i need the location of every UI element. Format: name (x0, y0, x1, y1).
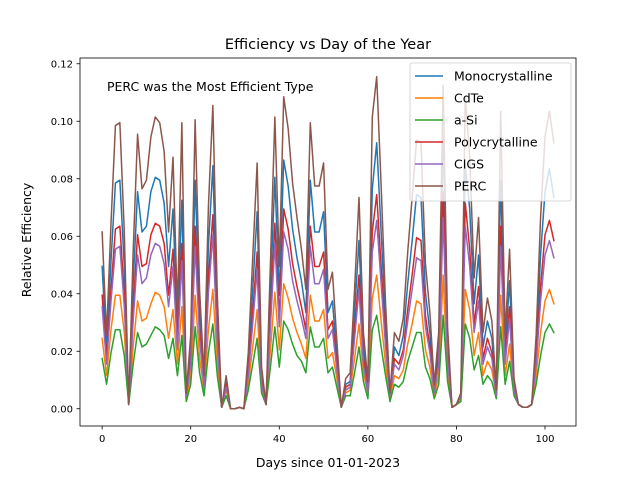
y-tick-label: 0.04 (51, 289, 73, 300)
x-tick-label: 40 (273, 434, 286, 445)
legend-label-polycrytalline: Polycrytalline (454, 135, 538, 150)
y-tick-label: 0.08 (51, 174, 73, 185)
y-tick-label: 0.12 (51, 59, 73, 70)
x-tick-label: 100 (535, 434, 554, 445)
series-line-a-si (101, 314, 555, 410)
y-tick-label: 0.10 (51, 117, 73, 128)
legend-box (409, 62, 572, 202)
annotation-text: PERC was the Most Efficient Type (107, 79, 314, 94)
y-tick-label: 0.00 (51, 404, 73, 415)
y-axis-label: Relative Efficiency (19, 182, 34, 297)
x-tick-label: 80 (450, 434, 463, 445)
x-tick-label: 20 (184, 434, 197, 445)
x-axis-label: Days since 01-01-2023 (256, 455, 400, 470)
legend: Monocrystalline CdTe a-Si Polycrytalline CIG… (409, 62, 572, 202)
y-tick-label: 0.06 (51, 232, 73, 243)
series-line-perc (101, 75, 555, 410)
legend-label-cigs: CIGS (454, 157, 484, 172)
legend-label-monocrystalline: Monocrystalline (454, 69, 553, 84)
legend-label-perc: PERC (454, 179, 486, 194)
series-line-cdte (101, 274, 555, 410)
axes: 0 20 40 60 80 100 0.00 0.02 0.04 0.06 0.08 0.10 0.12 (51, 57, 577, 445)
legend-label-cdte: CdTe (454, 91, 484, 106)
x-tick-label: 0 (99, 434, 105, 445)
plot-lines (101, 75, 555, 410)
series-line-cigs (101, 216, 555, 410)
chart-title: Efficiency vs Day of the Year (225, 37, 431, 53)
x-tick-label: 60 (361, 434, 374, 445)
legend-label-a-si: a-Si (454, 113, 478, 128)
plot-frame (79, 57, 577, 427)
y-tick-label: 0.02 (51, 347, 73, 358)
